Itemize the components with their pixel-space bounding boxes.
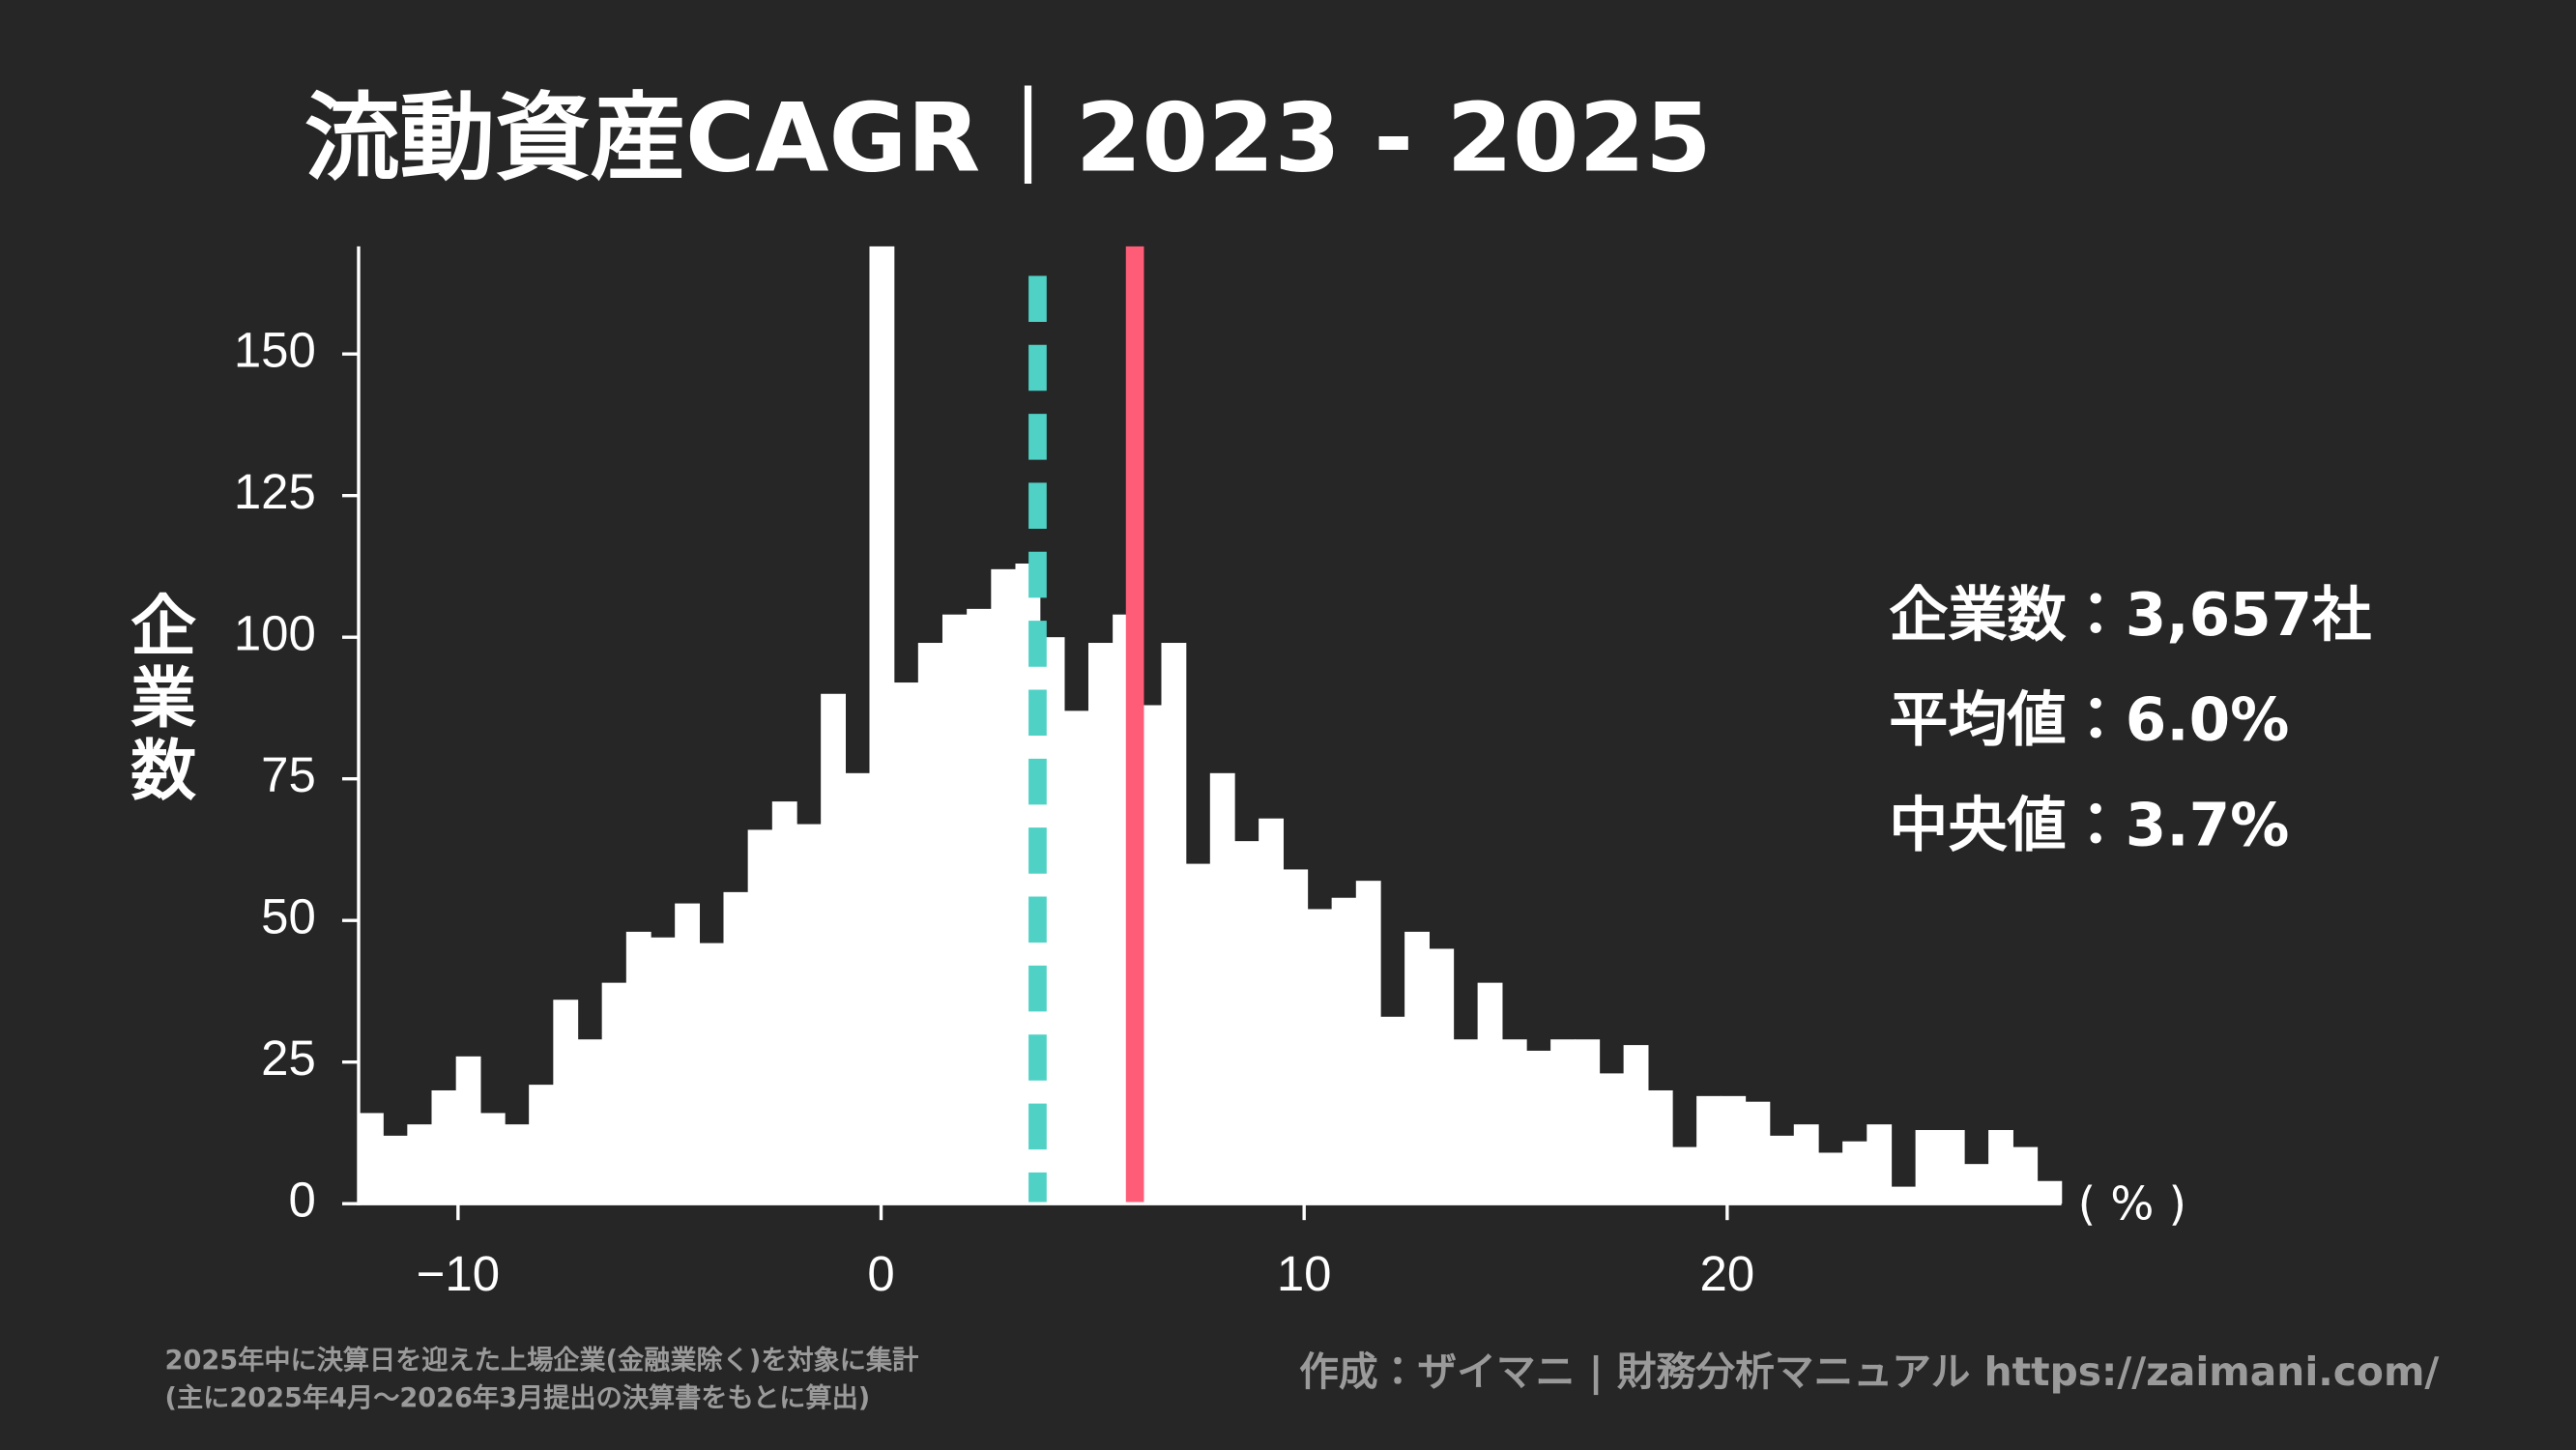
bar [1185, 863, 1211, 1204]
bar [941, 614, 968, 1204]
bar [1331, 897, 1357, 1204]
bar [1891, 1186, 1917, 1204]
y-tick-label: 25 [261, 1030, 316, 1086]
bar [796, 824, 822, 1204]
bar [359, 1113, 384, 1204]
y-tick-label: 100 [234, 606, 316, 661]
bar [407, 1124, 433, 1204]
bar [1769, 1135, 1795, 1204]
median-annotation: 中央値：3.7% [1889, 791, 2289, 859]
x-tick-label: 10 [1277, 1246, 1332, 1301]
bar [577, 1039, 603, 1204]
bar [1988, 1130, 2013, 1204]
bar [1379, 1016, 1405, 1204]
bar [1550, 1039, 1576, 1204]
bar [869, 246, 895, 1204]
bar [821, 693, 847, 1204]
bar [1477, 982, 1503, 1204]
bar [917, 643, 943, 1204]
bar [1015, 563, 1041, 1204]
bar [1939, 1130, 1965, 1204]
y-tick-label: 0 [288, 1173, 315, 1228]
y-axis-label: 企業数 [119, 592, 196, 808]
bar [1963, 1164, 1989, 1204]
bar [845, 772, 871, 1204]
bar [723, 891, 749, 1204]
bar [1721, 1095, 1747, 1204]
bar [771, 801, 797, 1204]
footnote: 2025年中に決算日を迎えた上場企業(金融業除く)を対象に集計 [165, 1345, 919, 1376]
histogram [359, 246, 2063, 1204]
bar [529, 1085, 555, 1204]
bar [675, 903, 701, 1204]
bar [1355, 881, 1381, 1204]
bar [553, 1000, 579, 1204]
bar [1915, 1130, 1941, 1204]
bar [1867, 1124, 1893, 1204]
bar [650, 937, 676, 1204]
bar [1087, 643, 1114, 1204]
bar [747, 829, 773, 1204]
bar [1283, 869, 1309, 1204]
bar [1817, 1152, 1843, 1204]
bar [1453, 1039, 1479, 1204]
bar [967, 608, 992, 1204]
bar [1429, 948, 1455, 1204]
credit: 作成：ザイマニ | 財務分析マニュアル https://zaimani.com/ [1299, 1348, 2439, 1396]
bar [1259, 818, 1284, 1204]
bar [1842, 1141, 1867, 1204]
footnote: (主に2025年4月〜2026年3月提出の決算書をもとに算出) [165, 1382, 871, 1413]
y-tick-label: 150 [234, 323, 316, 378]
bar [1647, 1089, 1673, 1204]
bar [1599, 1073, 1625, 1204]
x-tick-label: 0 [867, 1246, 894, 1301]
bar [893, 682, 919, 1204]
bar [383, 1135, 409, 1204]
bar [2037, 1180, 2063, 1204]
bar [479, 1113, 506, 1204]
count-annotation: 企業数：3,657社 [1889, 581, 2371, 650]
y-tick-label: 50 [261, 889, 316, 944]
bar [1793, 1124, 1819, 1204]
bar [699, 942, 725, 1204]
x-tick-label: −10 [417, 1246, 500, 1301]
bar [455, 1056, 481, 1204]
bar [1404, 931, 1430, 1204]
bar [1209, 772, 1235, 1204]
bar [1671, 1146, 1697, 1204]
bar [1575, 1039, 1601, 1204]
x-tick-label: 20 [1700, 1246, 1755, 1301]
bar [1525, 1050, 1551, 1204]
bar [1233, 841, 1259, 1204]
bar [1307, 909, 1333, 1204]
mean-annotation: 平均値：6.0% [1889, 686, 2289, 755]
x-axis-unit: ( % ) [2078, 1178, 2187, 1232]
chart-title: 流動資産CAGR｜2023 - 2025 [304, 83, 1712, 193]
bar [1696, 1095, 1722, 1204]
bar [2012, 1146, 2039, 1204]
bar [1501, 1039, 1527, 1204]
bar [505, 1124, 530, 1204]
bar [1745, 1101, 1771, 1204]
y-tick-label: 75 [261, 747, 316, 802]
bar [1623, 1045, 1649, 1204]
bar [431, 1089, 457, 1204]
bar [601, 982, 627, 1204]
bar [991, 568, 1017, 1204]
bar [625, 931, 651, 1204]
y-tick-label: 125 [234, 464, 316, 519]
bar [1063, 710, 1089, 1204]
bar [1161, 643, 1187, 1204]
